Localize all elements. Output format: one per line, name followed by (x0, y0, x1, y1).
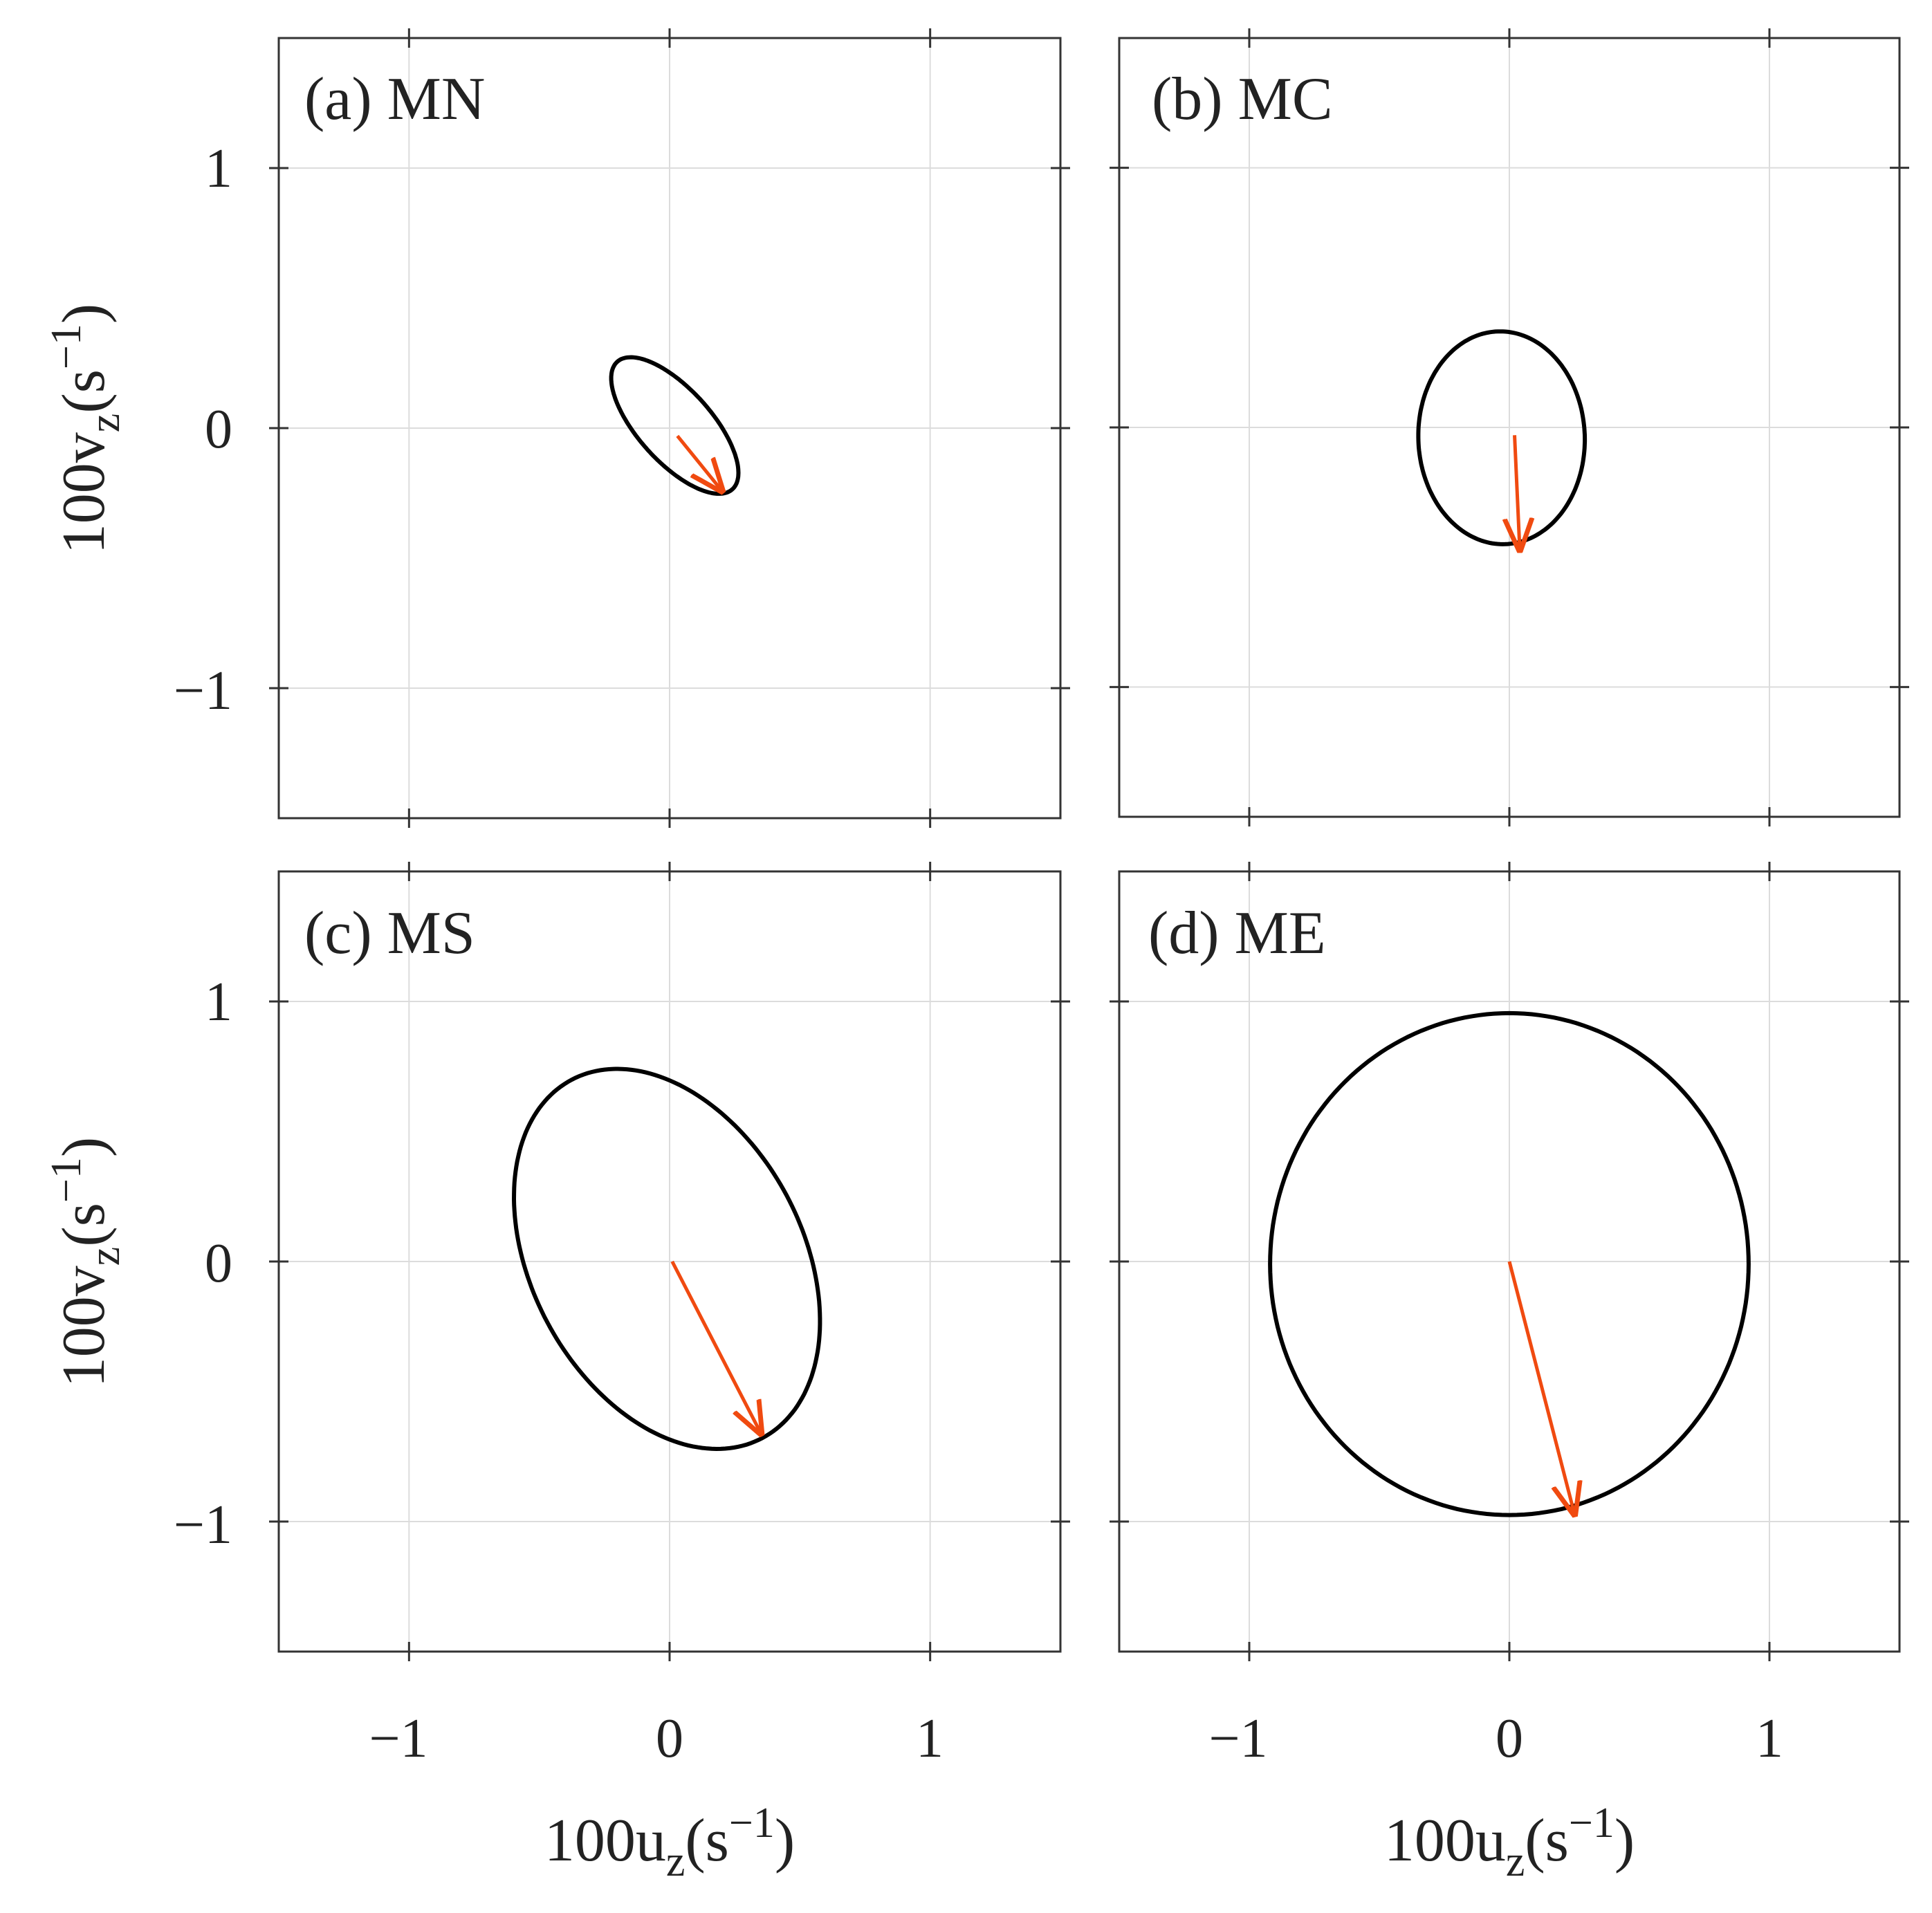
xlabel-prefix: 100u (544, 1807, 666, 1874)
panel-a-title: (a) MN (304, 66, 485, 133)
x-tick-label: 0 (1496, 1708, 1523, 1769)
ylabel-unit-close: ) (50, 304, 118, 324)
panel-a-grid (269, 28, 1070, 828)
panel-b: (b) MC (1110, 28, 1909, 826)
ylabel-prefix: 100v (50, 432, 118, 554)
panel-d-title: (d) ME (1148, 900, 1326, 967)
panel-c-title: (c) MS (304, 900, 475, 967)
xlabel-prefix: 100u (1384, 1807, 1506, 1874)
x-tick-labels-left: −1 0 1 (369, 1708, 944, 1769)
x-tick-label: 1 (1756, 1708, 1783, 1769)
panel-c: (c) MS (269, 862, 1070, 1661)
y-axis-label-top: 100vz(s−1) (43, 304, 129, 554)
ylabel-prefix: 100v (50, 1266, 118, 1387)
x-tick-label: −1 (1208, 1708, 1267, 1769)
panel-b-ellipse (1416, 329, 1588, 546)
ylabel-subscript: z (82, 414, 129, 433)
x-axis-label-right: 100uz(s−1) (1384, 1800, 1635, 1885)
y-tick-label: 0 (205, 399, 232, 460)
panel-c-ellipse (511, 1066, 822, 1452)
panel-d: (d) ME (1110, 862, 1909, 1661)
panel-b-grid (1110, 28, 1909, 826)
x-tick-labels-right: −1 0 1 (1208, 1708, 1783, 1769)
ylabel-unit-close: ) (50, 1137, 118, 1157)
panel-d-ellipse (1268, 1010, 1751, 1517)
panel-c-grid (269, 862, 1070, 1661)
y-tick-label: 1 (205, 138, 232, 199)
ylabel-unit-exp: −1 (43, 1157, 90, 1203)
panel-a-ellipse (609, 355, 741, 496)
y-tick-label: 0 (205, 1233, 232, 1294)
xlabel-subscript: z (666, 1838, 686, 1885)
y-tick-labels-top: −1 0 1 (174, 138, 232, 721)
x-axis-label-left: 100uz(s−1) (544, 1800, 795, 1885)
x-tick-label: −1 (369, 1708, 427, 1769)
ylabel-subscript: z (82, 1247, 129, 1266)
x-tick-label: 0 (656, 1708, 683, 1769)
xlabel-unit-exp: −1 (729, 1800, 775, 1847)
xlabel-unit-open: (s (685, 1807, 729, 1874)
y-tick-labels-bottom: −1 0 1 (174, 972, 232, 1555)
xlabel-subscript: z (1506, 1838, 1525, 1885)
panel-b-title: (b) MC (1152, 66, 1333, 133)
ylabel-unit-exp: −1 (43, 324, 90, 369)
panel-a: (a) MN (269, 28, 1070, 828)
xlabel-unit-close: ) (775, 1807, 795, 1874)
y-tick-label: 1 (205, 972, 232, 1033)
y-axis-label-bottom: 100vz(s−1) (43, 1137, 129, 1387)
xlabel-unit-open: (s (1525, 1807, 1569, 1874)
panel-c-arrow (670, 1260, 761, 1433)
panel-b-arrow (1515, 435, 1520, 549)
x-tick-label: 1 (916, 1708, 944, 1769)
xlabel-unit-close: ) (1614, 1807, 1635, 1874)
ylabel-unit-open: (s (50, 369, 118, 414)
y-tick-label: −1 (174, 1495, 232, 1555)
ylabel-unit-open: (s (50, 1203, 118, 1247)
xlabel-unit-exp: −1 (1569, 1800, 1614, 1847)
y-tick-label: −1 (174, 660, 232, 721)
panel-d-arrow (1507, 1261, 1574, 1514)
panel-a-arrow (676, 434, 721, 490)
